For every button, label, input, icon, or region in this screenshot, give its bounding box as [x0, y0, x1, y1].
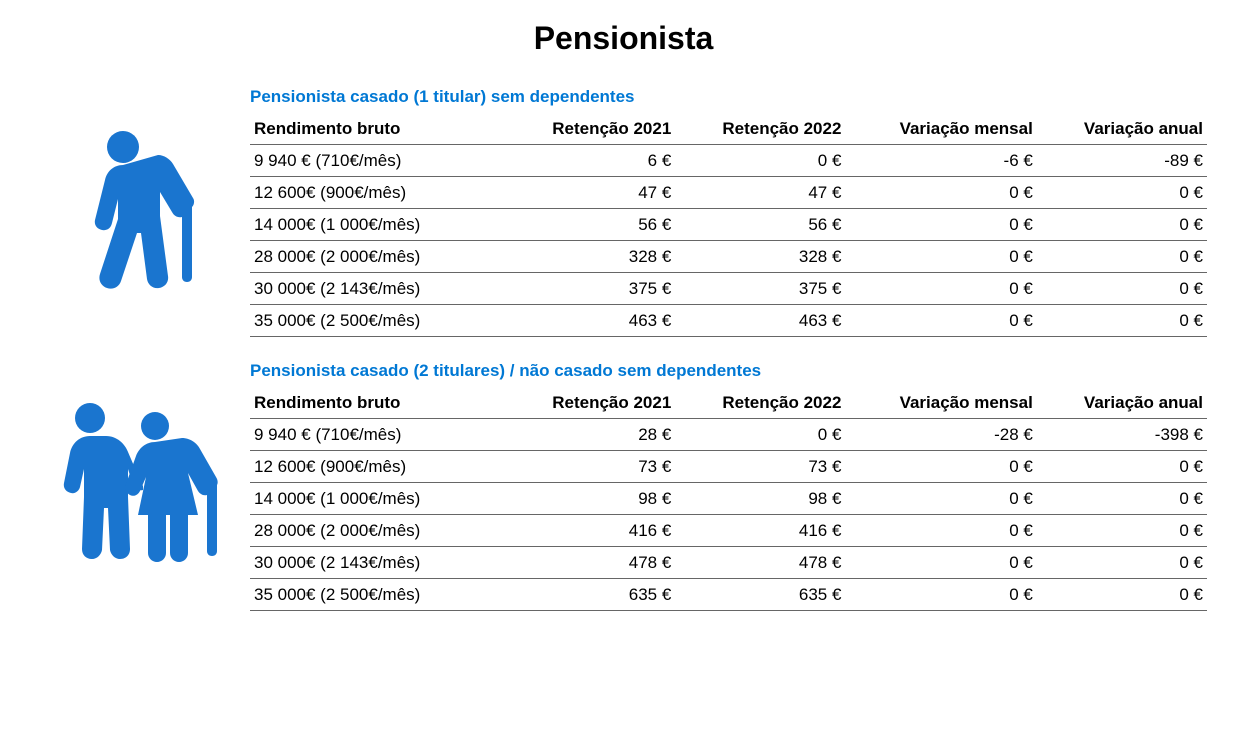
cell-va: 0 € — [1037, 515, 1207, 547]
cell-r22: 478 € — [675, 547, 845, 579]
th-r21: Retenção 2021 — [505, 113, 675, 145]
table-row: 30 000€ (2 143€/mês)375 €375 €0 €0 € — [250, 273, 1207, 305]
th-income: Rendimento bruto — [250, 387, 505, 419]
cell-r21: 635 € — [505, 579, 675, 611]
table-row: 35 000€ (2 500€/mês)463 €463 €0 €0 € — [250, 305, 1207, 337]
section-married2: Pensionista casado (2 titulares) / não c… — [40, 361, 1207, 611]
cell-income: 30 000€ (2 143€/mês) — [250, 273, 505, 305]
cell-r22: 73 € — [675, 451, 845, 483]
cell-r22: 635 € — [675, 579, 845, 611]
th-r22: Retenção 2022 — [675, 387, 845, 419]
cell-r21: 28 € — [505, 419, 675, 451]
th-r21: Retenção 2021 — [505, 387, 675, 419]
table-row: 12 600€ (900€/mês)73 €73 €0 €0 € — [250, 451, 1207, 483]
cell-va: 0 € — [1037, 177, 1207, 209]
th-vm: Variação mensal — [845, 113, 1036, 145]
cell-r21: 56 € — [505, 209, 675, 241]
cell-va: 0 € — [1037, 451, 1207, 483]
cell-r21: 98 € — [505, 483, 675, 515]
cell-income: 12 600€ (900€/mês) — [250, 177, 505, 209]
cell-r21: 416 € — [505, 515, 675, 547]
table-header-row: Rendimento bruto Retenção 2021 Retenção … — [250, 113, 1207, 145]
th-r22: Retenção 2022 — [675, 113, 845, 145]
th-income: Rendimento bruto — [250, 113, 505, 145]
cell-income: 12 600€ (900€/mês) — [250, 451, 505, 483]
cell-va: 0 € — [1037, 547, 1207, 579]
cell-r22: 98 € — [675, 483, 845, 515]
cell-r21: 6 € — [505, 145, 675, 177]
cell-r21: 328 € — [505, 241, 675, 273]
cell-r21: 73 € — [505, 451, 675, 483]
subtitle-1: Pensionista casado (1 titular) sem depen… — [250, 87, 1207, 107]
table-row: 28 000€ (2 000€/mês)416 €416 €0 €0 € — [250, 515, 1207, 547]
cell-r21: 375 € — [505, 273, 675, 305]
cell-va: 0 € — [1037, 241, 1207, 273]
cell-r21: 47 € — [505, 177, 675, 209]
table-row: 28 000€ (2 000€/mês)328 €328 €0 €0 € — [250, 241, 1207, 273]
table-col-1: Pensionista casado (1 titular) sem depen… — [250, 87, 1207, 337]
cell-r22: 47 € — [675, 177, 845, 209]
cell-vm: 0 € — [845, 515, 1036, 547]
elderly-man-cane-icon — [70, 127, 200, 297]
cell-income: 28 000€ (2 000€/mês) — [250, 241, 505, 273]
cell-income: 14 000€ (1 000€/mês) — [250, 209, 505, 241]
table-row: 35 000€ (2 500€/mês)635 €635 €0 €0 € — [250, 579, 1207, 611]
table-row: 14 000€ (1 000€/mês)98 €98 €0 €0 € — [250, 483, 1207, 515]
cell-r22: 463 € — [675, 305, 845, 337]
cell-va: 0 € — [1037, 273, 1207, 305]
elderly-couple-cane-icon — [45, 396, 225, 576]
cell-r22: 328 € — [675, 241, 845, 273]
cell-va: 0 € — [1037, 579, 1207, 611]
cell-va: 0 € — [1037, 209, 1207, 241]
table-1: Rendimento bruto Retenção 2021 Retenção … — [250, 113, 1207, 337]
th-va: Variação anual — [1037, 113, 1207, 145]
cell-vm: 0 € — [845, 273, 1036, 305]
cell-vm: 0 € — [845, 579, 1036, 611]
cell-income: 14 000€ (1 000€/mês) — [250, 483, 505, 515]
cell-r21: 463 € — [505, 305, 675, 337]
subtitle-2: Pensionista casado (2 titulares) / não c… — [250, 361, 1207, 381]
cell-vm: 0 € — [845, 305, 1036, 337]
cell-r22: 0 € — [675, 145, 845, 177]
table-2: Rendimento bruto Retenção 2021 Retenção … — [250, 387, 1207, 611]
cell-vm: 0 € — [845, 241, 1036, 273]
cell-income: 35 000€ (2 500€/mês) — [250, 579, 505, 611]
table-row: 14 000€ (1 000€/mês)56 €56 €0 €0 € — [250, 209, 1207, 241]
cell-vm: -28 € — [845, 419, 1036, 451]
cell-income: 35 000€ (2 500€/mês) — [250, 305, 505, 337]
icon-col-2 — [40, 396, 250, 576]
cell-vm: 0 € — [845, 451, 1036, 483]
table-row: 12 600€ (900€/mês)47 €47 €0 €0 € — [250, 177, 1207, 209]
cell-income: 28 000€ (2 000€/mês) — [250, 515, 505, 547]
cell-vm: 0 € — [845, 209, 1036, 241]
table-header-row: Rendimento bruto Retenção 2021 Retenção … — [250, 387, 1207, 419]
table-row: 9 940 € (710€/mês)6 €0 €-6 €-89 € — [250, 145, 1207, 177]
th-vm: Variação mensal — [845, 387, 1036, 419]
cell-vm: 0 € — [845, 177, 1036, 209]
cell-r22: 56 € — [675, 209, 845, 241]
cell-r22: 0 € — [675, 419, 845, 451]
page-title: Pensionista — [40, 20, 1207, 57]
cell-r21: 478 € — [505, 547, 675, 579]
cell-va: -398 € — [1037, 419, 1207, 451]
icon-col-1 — [40, 127, 250, 297]
cell-r22: 416 € — [675, 515, 845, 547]
section-married1: Pensionista casado (1 titular) sem depen… — [40, 87, 1207, 337]
cell-income: 9 940 € (710€/mês) — [250, 419, 505, 451]
cell-income: 9 940 € (710€/mês) — [250, 145, 505, 177]
cell-va: -89 € — [1037, 145, 1207, 177]
cell-vm: 0 € — [845, 483, 1036, 515]
cell-income: 30 000€ (2 143€/mês) — [250, 547, 505, 579]
th-va: Variação anual — [1037, 387, 1207, 419]
cell-va: 0 € — [1037, 305, 1207, 337]
table-col-2: Pensionista casado (2 titulares) / não c… — [250, 361, 1207, 611]
cell-va: 0 € — [1037, 483, 1207, 515]
table-row: 9 940 € (710€/mês)28 €0 €-28 €-398 € — [250, 419, 1207, 451]
cell-r22: 375 € — [675, 273, 845, 305]
table-row: 30 000€ (2 143€/mês)478 €478 €0 €0 € — [250, 547, 1207, 579]
cell-vm: -6 € — [845, 145, 1036, 177]
cell-vm: 0 € — [845, 547, 1036, 579]
